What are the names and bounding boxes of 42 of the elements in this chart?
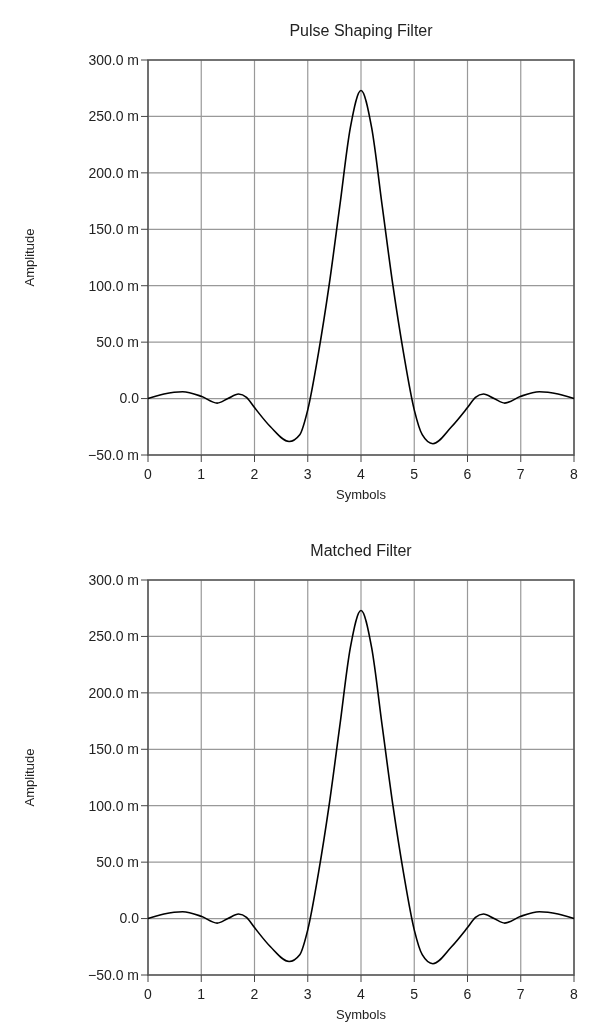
line-series [147,89,575,445]
y-tick-label: 0.0 [119,390,140,407]
y-tick-label: 150.0 m [88,741,139,758]
x-tick-label: 1 [197,986,206,1002]
x-tick-label: 5 [410,986,419,1002]
x-tick-label: 6 [463,466,472,482]
x-tick-label: 3 [303,466,312,482]
y-tick-label: 100.0 m [88,277,139,294]
chart-title: Matched Filter [310,542,413,559]
y-tick-label: 200.0 m [88,684,139,701]
x-tick-label: 8 [570,986,579,1002]
x-tick-label: 5 [410,466,419,482]
y-tick-label: −50.0 m [88,966,139,983]
x-axis-title: Symbols [336,487,387,502]
x-axis-title: Symbols [336,1007,387,1022]
x-tick-label: 8 [570,466,579,482]
y-tick-label: 250.0 m [88,108,139,125]
y-tick-label: 300.0 m [88,51,139,68]
x-tick-label: 2 [250,986,259,1002]
y-tick-label: 150.0 m [88,221,139,238]
x-tick-label: 7 [516,986,525,1002]
y-tick-label: 250.0 m [88,628,139,645]
x-tick-label: 7 [516,466,525,482]
y-tick-label: 0.0 [119,910,140,927]
y-tick-label: 50.0 m [96,334,139,351]
line-series [147,609,575,965]
y-tick-label: 300.0 m [88,571,139,588]
x-tick-label: 0 [144,986,153,1002]
chart-title: Pulse Shaping Filter [289,22,434,39]
x-tick-label: 1 [197,466,206,482]
x-tick-label: 2 [250,466,259,482]
y-axis-title: Amplitude [22,748,37,807]
y-axis-title: Amplitude [22,228,37,287]
x-tick-label: 0 [144,466,153,482]
y-tick-label: 100.0 m [88,797,139,814]
y-tick-label: 50.0 m [96,854,139,871]
x-tick-label: 4 [357,466,366,482]
y-tick-label: −50.0 m [88,446,139,463]
x-tick-label: 4 [357,986,366,1002]
y-tick-label: 200.0 m [88,164,139,181]
x-tick-label: 6 [463,986,472,1002]
x-tick-label: 3 [303,986,312,1002]
